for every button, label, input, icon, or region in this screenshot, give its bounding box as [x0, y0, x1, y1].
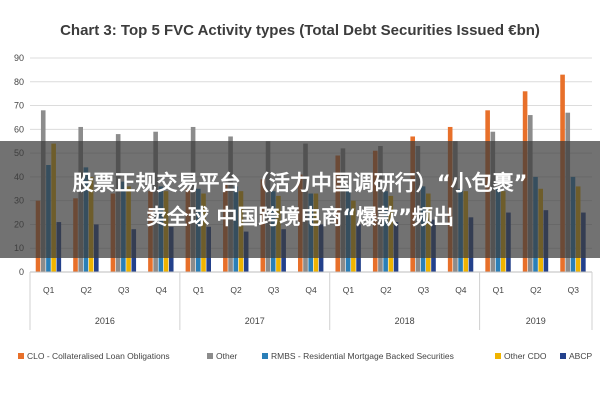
x-tick-label: Q4	[455, 285, 467, 295]
legend-label: ABCP	[569, 351, 592, 361]
x-group-label: 2019	[526, 316, 546, 326]
legend-swatch	[560, 353, 566, 359]
legend: CLO - Collateralised Loan Obligations Oth…	[18, 351, 592, 361]
y-tick-label: 90	[14, 53, 24, 63]
legend-swatch	[207, 353, 213, 359]
x-tick-label: Q2	[81, 285, 93, 295]
x-tick-label: Q1	[493, 285, 505, 295]
legend-label: RMBS - Residential Mortgage Backed Secur…	[271, 351, 454, 361]
x-tick-label: Q1	[193, 285, 205, 295]
y-tick-label: 70	[14, 101, 24, 111]
x-tick-label: Q3	[418, 285, 430, 295]
legend-swatch	[262, 353, 268, 359]
x-axis: Q1 Q2 Q3 Q4 Q1 Q2 Q3 Q4 Q1 Q2 Q3 Q4 Q1 Q2 Q3 2016 2017 20…	[29, 271, 593, 330]
y-tick-label: 80	[14, 77, 24, 87]
x-tick-label: Q2	[380, 285, 392, 295]
x-tick-label: Q3	[118, 285, 130, 295]
x-tick-label: Q2	[530, 285, 542, 295]
chart-title: Chart 3: Top 5 FVC Activity types (Total…	[60, 22, 540, 39]
x-tick-label: Q4	[155, 285, 167, 295]
x-tick-label: Q3	[568, 285, 580, 295]
legend-swatch	[495, 353, 501, 359]
legend-label: CLO - Collateralised Loan Obligations	[27, 351, 170, 361]
x-tick-label: Q1	[43, 285, 55, 295]
legend-label: Other	[216, 351, 237, 361]
watermark-line-1: 股票正规交易平台 （活力中国调研行）“小包裹”	[72, 170, 528, 195]
legend-swatch	[18, 353, 24, 359]
watermark-banner: 股票正规交易平台 （活力中国调研行）“小包裹” 卖全球 中国跨境电商“爆款”频出	[0, 141, 600, 258]
y-tick-label: 60	[14, 124, 24, 134]
x-group-label: 2016	[95, 316, 115, 326]
x-tick-label: Q4	[305, 285, 317, 295]
x-tick-label: Q3	[268, 285, 280, 295]
watermark-line-2: 卖全球 中国跨境电商“爆款”频出	[146, 204, 454, 229]
x-tick-label: Q1	[343, 285, 355, 295]
x-tick-label: Q2	[230, 285, 242, 295]
y-tick-label: 0	[19, 267, 24, 277]
x-group-label: 2017	[245, 316, 265, 326]
legend-label: Other CDO	[504, 351, 547, 361]
x-group-label: 2018	[395, 316, 415, 326]
